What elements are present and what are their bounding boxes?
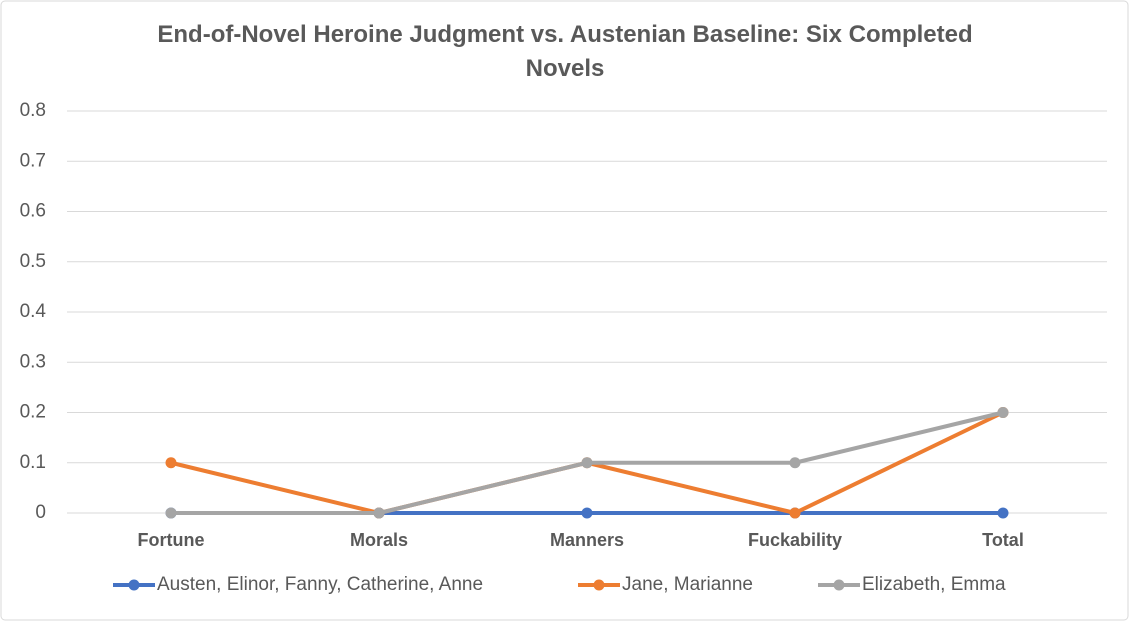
legend-swatch-marker (593, 579, 605, 591)
series-marker (165, 457, 177, 469)
y-tick-label: 0.3 (20, 351, 46, 372)
x-tick-label: Morals (350, 530, 408, 550)
legend-swatch-marker (128, 579, 140, 591)
y-tick-label: 0.5 (20, 251, 46, 272)
series-marker (997, 407, 1009, 418)
legend-label: Jane, Marianne (622, 574, 753, 595)
x-tick-label: Fortune (138, 530, 205, 550)
series-marker (373, 507, 385, 519)
y-tick-label: 0.1 (20, 452, 46, 473)
series-marker (581, 507, 593, 519)
x-tick-label: Fuckability (748, 530, 842, 550)
y-tick-label: 0.4 (20, 301, 47, 322)
series-marker (789, 507, 801, 519)
x-tick-label: Total (982, 530, 1024, 550)
series-marker (997, 507, 1009, 519)
series-marker (789, 457, 801, 469)
series-marker (165, 507, 177, 519)
y-tick-label: 0.8 (20, 100, 46, 121)
legend-label: Elizabeth, Emma (862, 574, 1006, 595)
series-marker (581, 457, 593, 469)
y-tick-label: 0.2 (20, 402, 46, 423)
y-tick-label: 0.6 (20, 201, 46, 222)
y-tick-label: 0 (35, 502, 46, 523)
chart-title: End-of-Novel Heroine Judgment vs. Austen… (157, 21, 973, 82)
legend-swatch-marker (833, 579, 845, 591)
y-tick-label: 0.7 (20, 150, 46, 171)
legend-label: Austen, Elinor, Fanny, Catherine, Anne (157, 574, 483, 595)
x-tick-label: Manners (550, 530, 624, 550)
